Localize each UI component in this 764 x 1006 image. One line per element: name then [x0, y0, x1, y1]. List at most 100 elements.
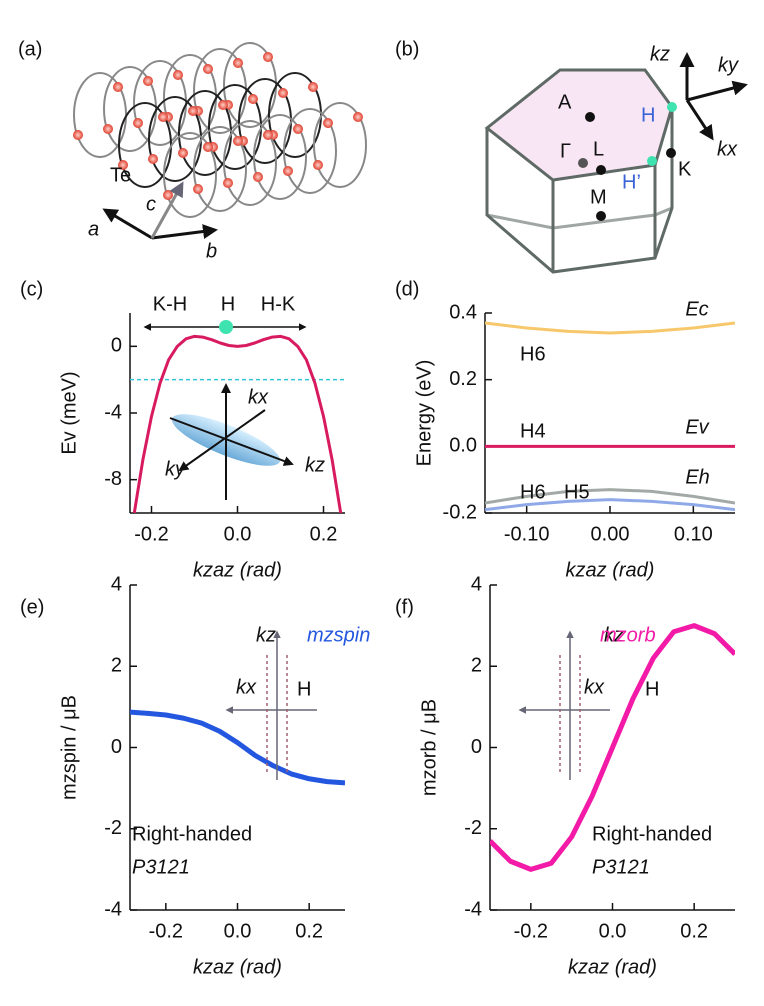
line-series: [130, 709, 345, 786]
annotation: ky: [165, 458, 186, 480]
axis-label: ky: [718, 54, 739, 76]
x-axis-label: kzaz (rad): [568, 956, 657, 978]
line-series: [490, 623, 735, 872]
helix-coil: [313, 102, 367, 188]
atom: [353, 112, 363, 122]
h-point: [219, 320, 233, 334]
y-tick-label: 0.0: [449, 435, 477, 457]
y-tick-label: 0.2: [449, 368, 477, 390]
y-tick-label: 0: [471, 736, 482, 758]
x-tick-label: 0.0: [599, 920, 627, 942]
panel-label: (a): [18, 38, 42, 60]
annotation: P3121: [592, 856, 650, 878]
point-label: L: [593, 138, 604, 160]
atom: [323, 118, 333, 128]
x-tick-label: -0.2: [149, 920, 183, 942]
y-tick-label: 2: [111, 655, 122, 677]
point-label: M: [590, 186, 607, 208]
y-tick-label: -4: [104, 898, 122, 920]
x-tick-label: 0.10: [674, 523, 713, 545]
line-series: [485, 321, 735, 335]
annotation: H: [645, 678, 659, 700]
point-label: K: [678, 158, 692, 180]
panel-label: (f): [395, 596, 414, 618]
x-axis-label: kzaz (rad): [193, 559, 282, 581]
atom: [253, 172, 263, 182]
atom: [223, 178, 233, 188]
atom: [148, 154, 158, 164]
plot-area: [490, 623, 735, 872]
x-tick-label: 0.2: [295, 920, 323, 942]
annotation: kz: [604, 624, 624, 646]
axis-label: kz: [650, 43, 670, 65]
y-tick-label: 4: [471, 573, 482, 595]
line-series: [485, 498, 735, 512]
y-axis-label: Energy (eV): [413, 360, 435, 467]
y-tick-label: -4: [464, 898, 482, 920]
annotation: Right-handed: [592, 823, 712, 845]
atom: [73, 130, 83, 140]
bz-points: [578, 102, 677, 221]
point-label: H’: [622, 171, 641, 193]
helix-diagram: [73, 42, 367, 218]
annotation: H6: [520, 343, 546, 365]
series-label: Ev: [685, 417, 709, 439]
annotation: H-K: [261, 293, 296, 315]
axis-label: a: [88, 218, 99, 240]
atom: [133, 118, 143, 128]
atom: [313, 160, 323, 170]
y-axis-label: mzspin / μB: [58, 695, 80, 800]
annotation: H6: [520, 481, 546, 503]
axis-label: b: [206, 240, 217, 262]
axis-label: kx: [717, 138, 738, 160]
axis-label: c: [146, 193, 156, 215]
point-label: H: [641, 104, 655, 126]
atom: [308, 82, 318, 92]
helix-coil: [193, 126, 247, 212]
atom: [118, 160, 128, 170]
y-tick-label: 0.4: [449, 301, 477, 323]
atom: [293, 124, 303, 134]
helix-coil: [163, 132, 217, 218]
atom-label: Te: [110, 164, 131, 186]
annotation: P3121: [132, 856, 190, 878]
y-axis-label: Ev (meV): [58, 371, 80, 454]
x-tick-label: 0.0: [224, 523, 252, 545]
atom: [203, 142, 213, 152]
y-tick-label: -2: [464, 817, 482, 839]
annotation: H: [297, 678, 311, 700]
atom: [233, 136, 243, 146]
y-tick-label: 0: [111, 736, 122, 758]
x-tick-label: 0.2: [680, 920, 708, 942]
axis-arrow: [151, 224, 218, 240]
y-tick-label: -2: [104, 817, 122, 839]
series-label: Ec: [685, 298, 708, 320]
atom: [233, 58, 243, 68]
y-axis-label: mzorb / μB: [418, 699, 440, 796]
atom: [278, 88, 288, 98]
k-axes: [679, 52, 748, 141]
series-label: Eh: [685, 467, 709, 489]
atom: [113, 82, 123, 92]
annotation: kz: [305, 454, 325, 476]
atom: [188, 106, 198, 116]
x-axis-label: kzaz (rad): [566, 559, 655, 581]
panel-label: (d): [395, 278, 419, 300]
axis-arrow: [102, 208, 153, 240]
atom: [103, 124, 113, 134]
atom: [248, 94, 258, 104]
atom: [203, 64, 213, 74]
y-tick-label: -4: [104, 401, 122, 423]
y-tick-label: 2: [471, 655, 482, 677]
panel-label: (b): [395, 38, 419, 60]
atom: [163, 190, 173, 200]
line-series: [132, 334, 343, 513]
y-tick-label: 0: [111, 335, 122, 357]
atom: [218, 100, 228, 110]
annotation: H4: [520, 420, 546, 442]
point-label: Γ: [560, 140, 571, 162]
panel-label: (c): [20, 278, 43, 300]
helix-coil: [253, 114, 307, 200]
y-tick-label: 4: [111, 573, 122, 595]
k-axis: [169, 417, 294, 466]
